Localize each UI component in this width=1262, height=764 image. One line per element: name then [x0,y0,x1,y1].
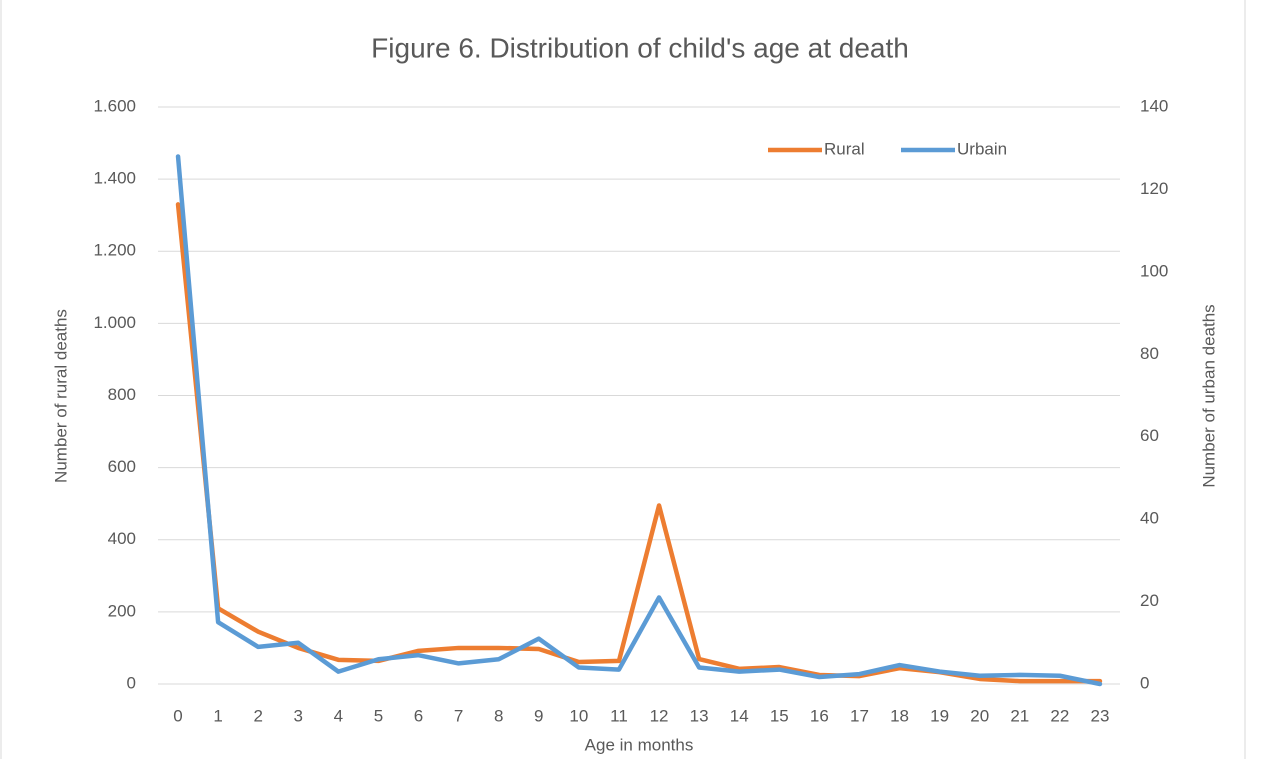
y2-tick-label: 0 [1140,673,1149,692]
y-tick-label: 1.400 [93,169,136,188]
x-tick-label: 3 [294,706,303,725]
y-tick-label: 400 [108,529,136,548]
y2-tick-label: 80 [1140,344,1159,363]
x-tick-label: 17 [850,706,869,725]
x-tick-label: 0 [173,706,182,725]
series-line [175,202,1103,684]
x-tick-label: 8 [494,706,503,725]
x-tick-label: 11 [610,706,628,725]
x-axis-title: Age in months [585,735,694,754]
x-tick-label: 9 [534,706,543,725]
x-tick-label: 19 [930,706,949,725]
x-tick-label: 10 [569,706,588,725]
y-tick-label: 1.600 [93,96,136,115]
x-tick-label: 15 [770,706,789,725]
x-tick-label: 16 [810,706,829,725]
x-tick-label: 14 [730,706,749,725]
x-tick-label: 20 [970,706,989,725]
x-tick-label: 1 [213,706,222,725]
y-tick-label: 0 [127,673,136,692]
y-tick-label: 1.000 [93,313,136,332]
y2-tick-label: 100 [1140,261,1168,280]
series-line [175,154,1103,687]
chart-title: Figure 6. Distribution of child's age at… [371,32,909,63]
y-tick-label: 200 [108,601,136,620]
x-tick-label: 7 [454,706,463,725]
x-tick-label: 5 [374,706,383,725]
legend-label: Urbain [957,139,1007,158]
y2-tick-label: 120 [1140,179,1168,198]
x-tick-label: 21 [1010,706,1029,725]
legend-label: Rural [824,139,865,158]
x-tick-label: 12 [650,706,669,725]
y2-axis-title: Number of urban deaths [1199,304,1218,487]
y-tick-label: 1.200 [93,241,136,260]
y2-tick-label: 40 [1140,509,1159,528]
x-tick-label: 22 [1050,706,1069,725]
y-tick-label: 800 [108,385,136,404]
y2-tick-label: 20 [1140,591,1159,610]
x-tick-label: 18 [890,706,909,725]
x-tick-label: 2 [253,706,262,725]
x-tick-label: 13 [690,706,709,725]
x-tick-label: 23 [1090,706,1109,725]
x-tick-label: 4 [334,706,343,725]
y-tick-label: 600 [108,457,136,476]
y2-tick-label: 140 [1140,96,1168,115]
y2-tick-label: 60 [1140,426,1159,445]
x-tick-label: 6 [414,706,423,725]
y-axis-title: Number of rural deaths [51,309,70,483]
